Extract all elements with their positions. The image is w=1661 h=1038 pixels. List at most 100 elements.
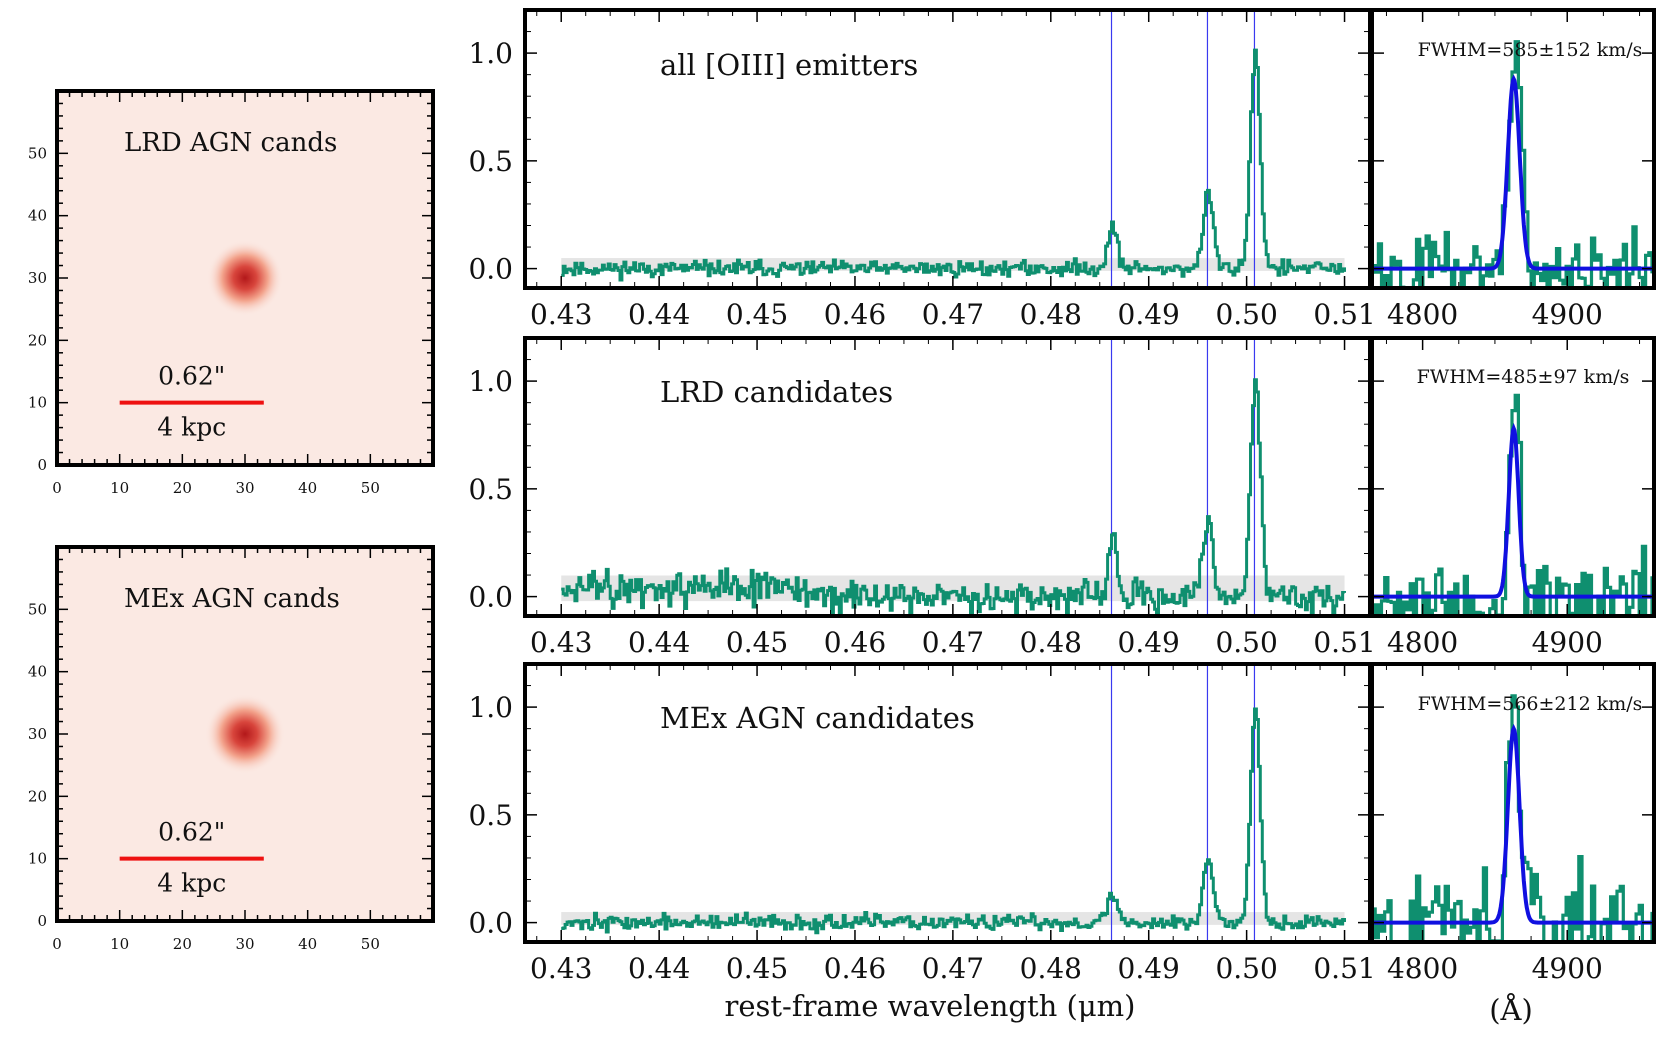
gaussian-fit-line [1372, 723, 1654, 925]
zoom-frame [1370, 336, 1656, 618]
zoom-x-axis-label: (Å) [1489, 992, 1533, 1027]
x-tick-label: 4800 [1387, 626, 1458, 659]
spectrum-ticks [525, 338, 1370, 616]
zoom-panel-mex: 4800 4900 FWHM=566±212 km/s [1370, 662, 1656, 985]
image-frame [55, 89, 435, 467]
x-tick-label: 0.44 [628, 952, 690, 985]
x-tick-label: 10 [110, 479, 129, 497]
x-tick-label: 0.43 [530, 952, 592, 985]
x-tick-label: 0.51 [1313, 626, 1375, 659]
x-tick-label: 0.51 [1313, 298, 1375, 331]
x-tick-label: 10 [110, 935, 129, 953]
y-tick-label: 40 [28, 207, 47, 225]
x-tick-label: 0 [52, 935, 62, 953]
x-tick-label: 30 [235, 479, 254, 497]
spectrum-line [561, 48, 1346, 282]
x-tick-label: 4800 [1387, 952, 1458, 985]
image-title: LRD AGN cands [124, 128, 337, 158]
scale-bar-angular-label: 0.62" [158, 818, 225, 847]
zoom-panel-lrd: 4800 4900 FWHM=485±97 km/s [1370, 336, 1656, 659]
scale-bar-physical-label: 4 kpc [157, 413, 226, 442]
y-tick-label: 10 [28, 394, 47, 412]
x-tick-label: 0.49 [1118, 298, 1180, 331]
x-tick-label: 0.45 [726, 298, 788, 331]
x-tick-label: 0.50 [1215, 298, 1277, 331]
image-x-tick-labels: 0 10 20 30 40 50 [52, 935, 380, 953]
x-tick-label: 0.46 [824, 626, 886, 659]
spectrum-title: all [OIII] emitters [660, 48, 918, 82]
x-tick-label: 30 [235, 935, 254, 953]
y-tick-label: 0.0 [468, 581, 513, 614]
y-tick-label: 0.5 [468, 799, 513, 832]
x-tick-label: 40 [298, 479, 317, 497]
spectrum-panel-all: all [OIII] emitters 0.43 0.44 0.45 0.46 0.47… [468, 8, 1376, 331]
x-tick-label: 0.43 [530, 298, 592, 331]
image-x-tick-labels: 0 10 20 30 40 50 [52, 479, 380, 497]
spectrum-x-axis-label: rest-frame wavelength (μm) [725, 989, 1136, 1023]
scale-bar-physical-label: 4 kpc [157, 869, 226, 898]
x-tick-label: 50 [361, 479, 380, 497]
gaussian-fit-line [1372, 74, 1654, 271]
spectrum-frame [523, 336, 1372, 618]
y-tick-label: 0 [37, 456, 47, 474]
source-blob [207, 240, 283, 316]
x-tick-label: 0.44 [628, 298, 690, 331]
x-tick-label: 0.48 [1020, 298, 1082, 331]
y-tick-label: 0.5 [468, 473, 513, 506]
y-tick-label: 1.0 [468, 37, 513, 70]
x-tick-label: 0.50 [1215, 952, 1277, 985]
x-tick-label: 0.50 [1215, 626, 1277, 659]
y-tick-label: 50 [28, 600, 47, 618]
y-tick-label: 1.0 [468, 365, 513, 398]
zoom-plot-area [1372, 393, 1654, 616]
x-tick-label: 0.45 [726, 952, 788, 985]
x-tick-label: 0.46 [824, 952, 886, 985]
spectrum-panel-lrd: LRD candidates 0.43 0.44 0.45 0.46 0.47 0.48 0… [468, 336, 1376, 659]
x-tick-label: 4900 [1532, 952, 1603, 985]
x-tick-label: 0.51 [1313, 952, 1375, 985]
image-y-tick-labels: 0 10 20 30 40 50 [28, 600, 47, 930]
y-tick-label: 0.0 [468, 907, 513, 940]
image-panel-lrd: 0 10 20 30 40 50 0 10 20 30 40 50 LRD AGN cands 0.… [28, 89, 435, 497]
spectrum-line [561, 378, 1346, 617]
fwhm-label: FWHM=485±97 km/s [1417, 366, 1630, 388]
x-tick-label: 0.49 [1118, 952, 1180, 985]
x-tick-label: 0.49 [1118, 626, 1180, 659]
y-tick-label: 0 [37, 912, 47, 930]
zoom-plot-area [1372, 694, 1654, 942]
y-tick-label: 50 [28, 144, 47, 162]
image-title: MEx AGN cands [124, 584, 340, 614]
image-frame [55, 545, 435, 923]
x-tick-label: 20 [173, 479, 192, 497]
image-y-tick-labels: 0 10 20 30 40 50 [28, 144, 47, 474]
x-tick-label: 4900 [1532, 298, 1603, 331]
x-tick-label: 0.47 [922, 626, 984, 659]
y-tick-label: 40 [28, 663, 47, 681]
fwhm-label: FWHM=566±212 km/s [1418, 693, 1643, 715]
x-tick-label: 0 [52, 479, 62, 497]
y-tick-label: 0.0 [468, 253, 513, 286]
zoom-frame [1370, 662, 1656, 944]
y-tick-label: 30 [28, 725, 47, 743]
y-tick-label: 20 [28, 331, 47, 349]
spectrum-panel-mex: MEx AGN candidates 0.43 0.44 0.45 0.46 0.47 0… [468, 662, 1376, 985]
spectrum-title: MEx AGN candidates [660, 701, 975, 735]
x-tick-label: 4900 [1532, 626, 1603, 659]
x-tick-label: 40 [298, 935, 317, 953]
spectrum-title: LRD candidates [660, 375, 893, 409]
x-tick-label: 20 [173, 935, 192, 953]
zoom-frame [1370, 8, 1656, 290]
x-tick-label: 0.46 [824, 298, 886, 331]
x-tick-label: 0.48 [1020, 626, 1082, 659]
x-tick-label: 4800 [1387, 298, 1458, 331]
gaussian-fit-line [1372, 422, 1654, 599]
y-tick-label: 20 [28, 787, 47, 805]
spectrum-line [561, 707, 1346, 935]
x-tick-label: 0.45 [726, 626, 788, 659]
y-tick-label: 1.0 [468, 691, 513, 724]
x-tick-label: 0.48 [1020, 952, 1082, 985]
y-tick-label: 10 [28, 850, 47, 868]
x-tick-label: 0.47 [922, 298, 984, 331]
zoom-panel-all: 4800 4900 FWHM=585±152 km/s [1370, 8, 1656, 331]
